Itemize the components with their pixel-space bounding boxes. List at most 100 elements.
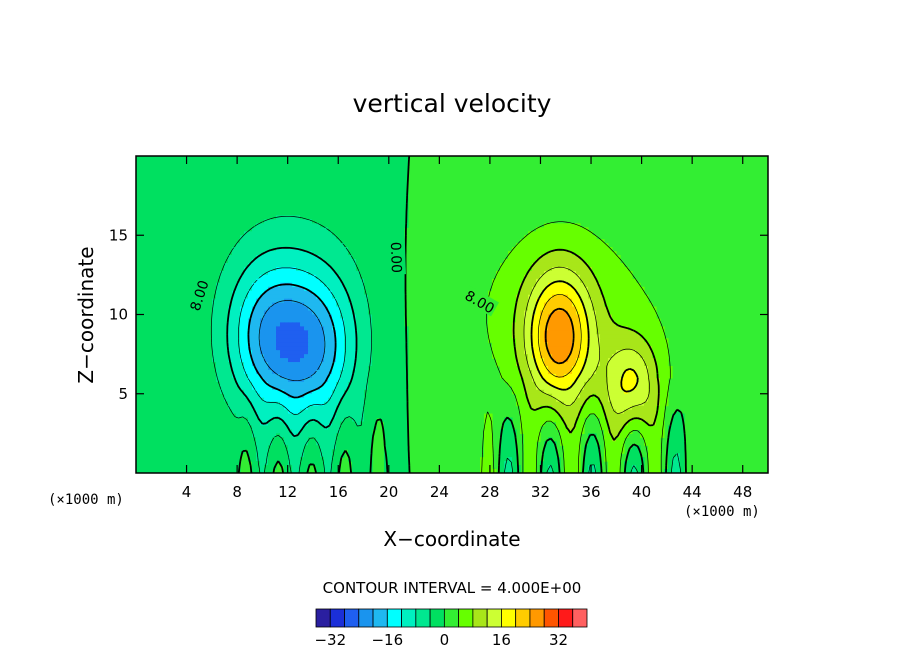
contour-fill-cell <box>588 310 593 316</box>
contour-fill-cell <box>180 191 185 197</box>
contour-fill-cell <box>280 183 285 189</box>
contour-fill-cell <box>380 211 385 217</box>
contour-fill-cell <box>324 183 329 189</box>
contour-fill-cell <box>640 354 645 359</box>
contour-fill-cell <box>240 255 245 260</box>
contour-fill-cell <box>168 322 173 327</box>
contour-fill-cell <box>256 286 261 292</box>
contour-fill-cell <box>260 167 265 173</box>
contour-fill-cell <box>232 278 237 284</box>
contour-fill-cell <box>584 318 589 324</box>
contour-fill-cell <box>292 358 297 363</box>
contour-fill-cell <box>168 227 173 232</box>
contour-fill-cell <box>348 239 353 244</box>
contour-fill-cell <box>224 163 229 169</box>
contour-fill-cell <box>284 243 289 248</box>
contour-fill-cell <box>628 318 633 324</box>
contour-fill-cell <box>188 326 193 331</box>
contour-fill-cell <box>232 274 237 280</box>
contour-fill-cell <box>268 266 273 272</box>
contour-fill-cell <box>348 338 353 343</box>
contour-fill-cell <box>316 350 321 355</box>
contour-fill-cell <box>520 318 525 324</box>
contour-fill-cell <box>396 211 401 217</box>
contour-fill-cell <box>640 366 645 371</box>
contour-fill-cell <box>208 369 213 375</box>
contour-fill-cell <box>196 219 201 224</box>
contour-fill-cell <box>368 322 373 327</box>
contour-fill-cell <box>644 358 649 363</box>
contour-fill-cell <box>528 350 533 355</box>
contour-fill-cell <box>240 274 245 280</box>
contour-fill-cell <box>624 346 629 351</box>
contour-fill-cell <box>528 262 533 268</box>
contour-fill-cell <box>388 227 393 232</box>
contour-fill-cell <box>372 318 377 324</box>
contour-fill-cell <box>244 358 249 363</box>
contour-fill-cell <box>540 239 545 244</box>
contour-fill-cell <box>156 326 161 331</box>
contour-fill-cell <box>148 247 153 252</box>
contour-fill-cell <box>224 342 229 347</box>
contour-fill-cell <box>288 179 293 185</box>
contour-fill-cell <box>556 342 561 347</box>
contour-fill-cell <box>600 318 605 324</box>
contour-fill-cell <box>224 255 229 260</box>
contour-fill-cell <box>240 215 245 220</box>
contour-fill-cell <box>376 215 381 220</box>
contour-fill-cell <box>360 330 365 335</box>
contour-fill-cell <box>360 247 365 252</box>
contour-fill-cell <box>152 227 157 232</box>
contour-fill-cell <box>332 215 337 220</box>
contour-fill-cell <box>368 326 373 331</box>
contour-fill-cell <box>220 215 225 220</box>
contour-fill-cell <box>528 330 533 335</box>
contour-fill-cell <box>212 342 217 347</box>
contour-fill-cell <box>308 171 313 177</box>
contour-fill-cell <box>252 302 257 308</box>
contour-fill-cell <box>184 310 189 316</box>
contour-fill-cell <box>280 227 285 232</box>
contour-fill-cell <box>324 243 329 248</box>
contour-fill-cell <box>556 322 561 327</box>
contour-fill-cell <box>192 159 197 165</box>
contour-fill-cell <box>172 294 177 300</box>
contour-fill-cell <box>264 259 269 264</box>
contour-fill-cell <box>600 302 605 308</box>
contour-fill-cell <box>556 350 561 355</box>
contour-fill-cell <box>328 199 333 205</box>
contour-fill-cell <box>560 338 565 343</box>
contour-fill-cell <box>372 314 377 320</box>
contour-fill-cell <box>228 231 233 236</box>
contour-fill-cell <box>308 156 313 161</box>
contour-fill-cell <box>552 235 557 240</box>
contour-fill-cell <box>556 282 561 288</box>
contour-fill-cell <box>284 342 289 347</box>
contour-fill-cell <box>552 278 557 284</box>
contour-fill-cell <box>520 362 525 367</box>
contour-fill-cell <box>140 251 145 256</box>
contour-fill-cell <box>244 195 249 201</box>
contour-fill-cell <box>200 187 205 193</box>
contour-fill-cell <box>176 259 181 264</box>
contour-fill-cell <box>136 369 141 375</box>
contour-fill-cell <box>648 354 653 359</box>
contour-fill-cell <box>564 235 569 240</box>
contour-fill-cell <box>224 239 229 244</box>
contour-fill-cell <box>168 215 173 220</box>
contour-fill-cell <box>232 310 237 316</box>
contour-fill-cell <box>328 259 333 264</box>
contour-fill-cell <box>204 274 209 280</box>
contour-fill-cell <box>140 346 145 351</box>
contour-fill-cell <box>248 294 253 300</box>
contour-fill-cell <box>212 247 217 252</box>
contour-fill-cell <box>380 171 385 177</box>
contour-fill-cell <box>640 314 645 320</box>
contour-fill-cell <box>524 338 529 343</box>
contour-fill-cell <box>216 369 221 375</box>
contour-fill-cell <box>148 159 153 165</box>
contour-fill-cell <box>632 286 637 292</box>
contour-fill-cell <box>208 251 213 256</box>
contour-fill-cell <box>176 278 181 284</box>
contour-fill-cell <box>272 346 277 351</box>
